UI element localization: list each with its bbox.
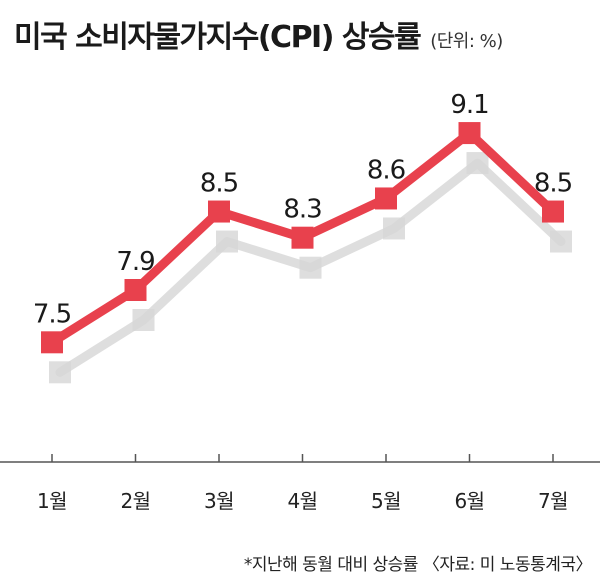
unit-label: (단위: %): [430, 31, 503, 52]
data-label-7: 8.5: [534, 169, 572, 199]
series-shadow: [49, 152, 572, 384]
data-label-6: 9.1: [450, 90, 488, 120]
data-label-4: 8.3: [283, 195, 321, 225]
data-points: [41, 122, 564, 354]
x-axis-ticks: 1월 2월 3월 4월 5월 6월 7월: [37, 454, 569, 513]
shadow-marker: [216, 230, 238, 253]
chart-header: 미국 소비자물가지수(CPI) 상승률 (단위: %): [14, 12, 503, 56]
data-label-2: 7.9: [116, 247, 154, 277]
shadow-marker: [550, 230, 572, 253]
data-point-2: [124, 279, 147, 301]
data-point-6: [458, 122, 481, 145]
data-point-4: [291, 226, 314, 249]
data-point-5: [375, 187, 397, 210]
shadow-marker: [299, 256, 322, 279]
x-tick-label-4: 4월: [287, 489, 317, 513]
x-tick-label-6: 6월: [454, 489, 484, 513]
data-label-5: 8.6: [367, 155, 405, 185]
source-footnote: *지난해 동월 대비 상승률 〈자료: 미 노동통계국〉: [243, 555, 593, 575]
shadow-marker: [466, 152, 489, 175]
data-point-7: [542, 200, 564, 223]
data-label-3: 8.5: [200, 169, 238, 199]
x-tick-label-3: 3월: [204, 489, 234, 513]
chart-title: 미국 소비자물가지수(CPI) 상승률: [14, 20, 422, 55]
data-labels: 7.5 7.9 8.5 8.3 8.6 9.1 8.5: [33, 90, 573, 329]
x-tick-label-5: 5월: [371, 489, 401, 513]
x-tick-label-7: 7월: [538, 489, 568, 513]
data-point-3: [208, 200, 230, 223]
data-label-1: 7.5: [33, 299, 71, 329]
x-tick-label-1: 1월: [37, 489, 67, 513]
x-tick-label-2: 2월: [120, 489, 150, 513]
data-point-1: [41, 331, 63, 354]
shadow-marker: [49, 361, 71, 384]
shadow-marker: [132, 309, 155, 331]
shadow-marker: [383, 217, 405, 240]
